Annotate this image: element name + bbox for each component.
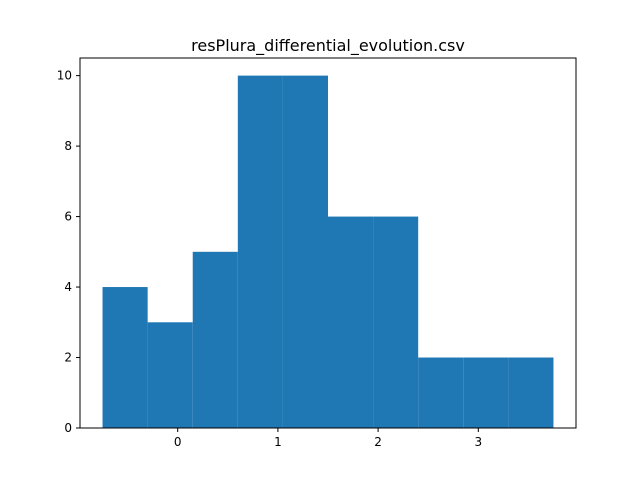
chart-title: resPlura_differential_evolution.csv <box>191 36 465 56</box>
x-axis-ticks: 0 1 2 3 <box>174 428 482 449</box>
histogram-bar-8 <box>418 357 464 428</box>
histogram-bar-2 <box>147 322 193 428</box>
plot-frame <box>79 57 577 429</box>
histogram-bar-4 <box>237 75 283 428</box>
y-tick-label: 10 <box>57 69 72 83</box>
y-tick-label: 2 <box>64 351 72 365</box>
y-tick-label: 4 <box>64 280 72 294</box>
x-tick-label: 1 <box>274 435 282 449</box>
x-tick-label: 3 <box>474 435 482 449</box>
y-axis-ticks: 0 2 4 6 8 10 <box>57 69 80 435</box>
histogram-bar-3 <box>192 251 238 428</box>
x-tick-label: 2 <box>374 435 382 449</box>
y-tick-label: 0 <box>64 421 72 435</box>
histogram-bar-6 <box>328 216 374 428</box>
x-tick-label: 0 <box>174 435 182 449</box>
histogram-bar-9 <box>463 357 509 428</box>
histogram-bar-7 <box>373 216 419 428</box>
bars-group <box>102 75 554 428</box>
histogram-bar-5 <box>282 75 328 428</box>
histogram-bar-10 <box>508 357 554 428</box>
y-tick-label: 6 <box>64 210 72 224</box>
y-tick-label: 8 <box>64 139 72 153</box>
histogram-bar-1 <box>102 287 148 428</box>
